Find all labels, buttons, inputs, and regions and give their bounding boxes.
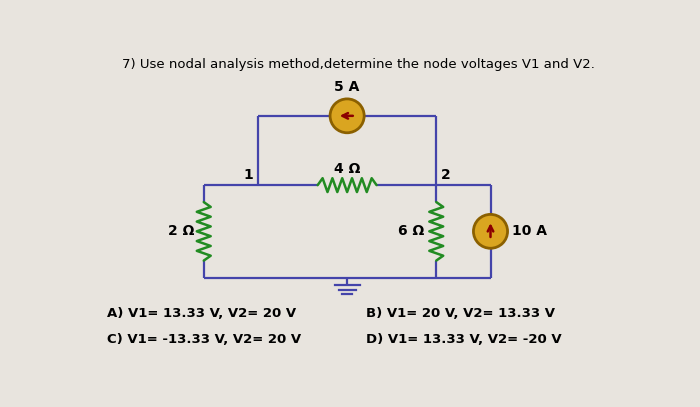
Text: 7) Use nodal analysis method,determine the node voltages V1 and V2.: 7) Use nodal analysis method,determine t… <box>122 58 595 71</box>
Text: D) V1= 13.33 V, V2= -20 V: D) V1= 13.33 V, V2= -20 V <box>367 333 562 346</box>
Text: 4 Ω: 4 Ω <box>334 162 360 176</box>
Text: 2: 2 <box>441 168 451 182</box>
Text: 2 Ω: 2 Ω <box>168 224 195 239</box>
Text: 6 Ω: 6 Ω <box>398 224 425 239</box>
Circle shape <box>330 99 364 133</box>
Text: 1: 1 <box>244 168 253 182</box>
Circle shape <box>473 214 508 248</box>
Text: 10 A: 10 A <box>512 224 547 239</box>
Text: A) V1= 13.33 V, V2= 20 V: A) V1= 13.33 V, V2= 20 V <box>107 307 296 320</box>
Text: C) V1= -13.33 V, V2= 20 V: C) V1= -13.33 V, V2= 20 V <box>107 333 301 346</box>
Text: 5 A: 5 A <box>335 80 360 94</box>
Text: B) V1= 20 V, V2= 13.33 V: B) V1= 20 V, V2= 13.33 V <box>367 307 556 320</box>
